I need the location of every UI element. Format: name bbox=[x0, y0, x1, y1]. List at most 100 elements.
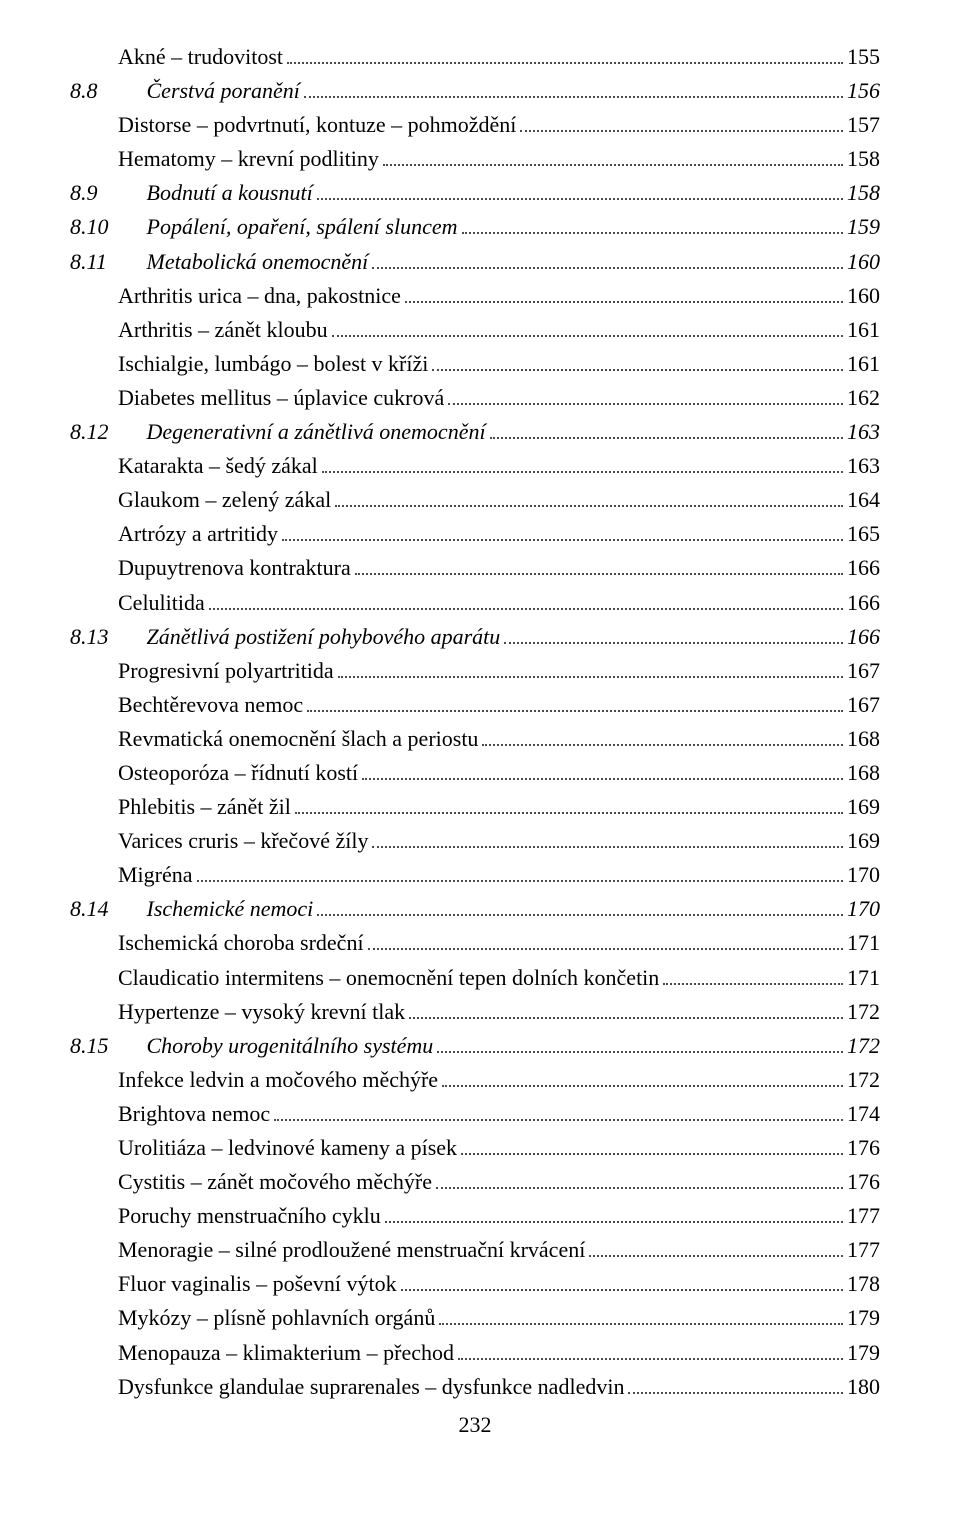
toc-leader-dots bbox=[317, 906, 843, 917]
toc-entry: 8.10 Popálení, opaření, spálení sluncem1… bbox=[70, 210, 880, 244]
toc-entry: 8.14 Ischemické nemoci 170 bbox=[70, 892, 880, 926]
toc-leader-dots bbox=[338, 667, 843, 678]
toc-leader-dots bbox=[436, 1178, 843, 1189]
toc-entry-label: Ischialgie, lumbágo – bolest v kříži bbox=[118, 347, 428, 381]
toc-leader-dots bbox=[628, 1383, 843, 1394]
toc-entry: Arthritis – zánět kloubu 161 bbox=[70, 313, 880, 347]
toc-section-number: 8.9 bbox=[70, 176, 130, 210]
toc-leader-dots bbox=[362, 769, 843, 780]
toc-entry-page: 167 bbox=[847, 688, 880, 722]
toc-entry-label: Menoragie – silné prodloužené menstruačn… bbox=[118, 1233, 585, 1267]
toc-entry: 8.13 Zánětlivá postižení pohybového apar… bbox=[70, 620, 880, 654]
toc-entry: Katarakta – šedý zákal163 bbox=[70, 449, 880, 483]
toc-entry: 8.9 Bodnutí a kousnutí158 bbox=[70, 176, 880, 210]
toc-section-number: 8.15 bbox=[70, 1029, 130, 1063]
toc-entry: Varices cruris – křečové žíly 169 bbox=[70, 824, 880, 858]
toc-entry-page: 167 bbox=[847, 654, 880, 688]
toc-entry: Brightova nemoc174 bbox=[70, 1097, 880, 1131]
toc-entry-label: Arthritis – zánět kloubu bbox=[118, 313, 328, 347]
toc-leader-dots bbox=[520, 121, 843, 132]
toc-entry: Fluor vaginalis – poševní výtok178 bbox=[70, 1267, 880, 1301]
toc-entry-page: 170 bbox=[847, 892, 880, 926]
toc-leader-dots bbox=[462, 224, 843, 235]
toc-section-number: 8.8 bbox=[70, 74, 130, 108]
toc-leader-dots bbox=[439, 1315, 843, 1326]
toc-entry: Migréna 170 bbox=[70, 858, 880, 892]
toc-entry-label: Infekce ledvin a močového měchýře bbox=[118, 1063, 438, 1097]
toc-entry: Celulitida166 bbox=[70, 586, 880, 620]
toc-entry-page: 161 bbox=[847, 313, 880, 347]
toc-entry-page: 179 bbox=[847, 1336, 880, 1370]
toc-entry-page: 172 bbox=[847, 995, 880, 1029]
toc-entry: Dysfunkce glandulae suprarenales – dysfu… bbox=[70, 1370, 880, 1404]
toc-entry-label: 8.15 Choroby urogenitálního systému bbox=[70, 1029, 433, 1063]
toc-entry-label: Menopauza – klimakterium – přechod bbox=[118, 1336, 454, 1370]
toc-entry-page: 180 bbox=[847, 1370, 880, 1404]
toc-entry-label: Migréna bbox=[118, 858, 193, 892]
toc-section-title: Choroby urogenitálního systému bbox=[147, 1033, 434, 1058]
toc-leader-dots bbox=[332, 326, 843, 337]
toc-leader-dots bbox=[482, 735, 843, 746]
toc-entry-label: 8.8 Čerstvá poranění bbox=[70, 74, 300, 108]
toc-entry-page: 163 bbox=[847, 415, 880, 449]
toc-leader-dots bbox=[405, 292, 843, 303]
toc-entry: Claudicatio intermitens – onemocnění tep… bbox=[70, 961, 880, 995]
toc-entry: Artrózy a artritidy165 bbox=[70, 517, 880, 551]
toc-entry-label: 8.11 Metabolická onemocnění bbox=[70, 245, 368, 279]
toc-entry-label: Progresivní polyartritida bbox=[118, 654, 334, 688]
toc-entry-page: 161 bbox=[847, 347, 880, 381]
toc-entry: Menoragie – silné prodloužené menstruačn… bbox=[70, 1233, 880, 1267]
toc-entry-page: 157 bbox=[847, 108, 880, 142]
toc-section-number: 8.11 bbox=[70, 245, 130, 279]
toc-leader-dots bbox=[442, 1076, 843, 1087]
toc-leader-dots bbox=[307, 701, 843, 712]
toc-entry-page: 164 bbox=[847, 483, 880, 517]
toc-entry-page: 178 bbox=[847, 1267, 880, 1301]
toc-leader-dots bbox=[409, 1008, 843, 1019]
toc-entry-page: 162 bbox=[847, 381, 880, 415]
toc-entry-label: Poruchy menstruačního cyklu bbox=[118, 1199, 381, 1233]
toc-entry: Osteoporóza – řídnutí kostí168 bbox=[70, 756, 880, 790]
toc-entry-label: Revmatická onemocnění šlach a periostu bbox=[118, 722, 478, 756]
toc-leader-dots bbox=[209, 599, 843, 610]
toc-entry: 8.11 Metabolická onemocnění160 bbox=[70, 245, 880, 279]
toc-entry-page: 170 bbox=[847, 858, 880, 892]
toc-entry-page: 165 bbox=[847, 517, 880, 551]
toc-entry: Distorse – podvrtnutí, kontuze – pohmožd… bbox=[70, 108, 880, 142]
toc-entry-label: Akné – trudovitost bbox=[118, 40, 283, 74]
toc-entry-page: 163 bbox=[847, 449, 880, 483]
toc-entry-label: Brightova nemoc bbox=[118, 1097, 270, 1131]
toc-leader-dots bbox=[197, 871, 843, 882]
toc-section-title: Ischemické nemoci bbox=[147, 896, 314, 921]
toc-entry-page: 177 bbox=[847, 1233, 880, 1267]
toc-leader-dots bbox=[317, 190, 843, 201]
toc-entry-page: 169 bbox=[847, 824, 880, 858]
toc-entry-label: Dysfunkce glandulae suprarenales – dysfu… bbox=[118, 1370, 624, 1404]
toc-leader-dots bbox=[372, 837, 843, 848]
toc-entry: Mykózy – plísně pohlavních orgánů179 bbox=[70, 1301, 880, 1335]
toc-leader-dots bbox=[282, 531, 843, 542]
toc-section-title: Bodnutí a kousnutí bbox=[147, 180, 313, 205]
toc-entry-label: Urolitiáza – ledvinové kameny a písek bbox=[118, 1131, 457, 1165]
toc-leader-dots bbox=[663, 974, 843, 985]
toc-section-title: Metabolická onemocnění bbox=[147, 249, 369, 274]
toc-section-number: 8.14 bbox=[70, 892, 130, 926]
toc-entry-label: 8.13 Zánětlivá postižení pohybového apar… bbox=[70, 620, 500, 654]
toc-entry-label: Celulitida bbox=[118, 586, 205, 620]
toc-entry: Arthritis urica – dna, pakostnice160 bbox=[70, 279, 880, 313]
toc-entry-page: 158 bbox=[847, 142, 880, 176]
toc-entry-label: Hematomy – krevní podlitiny bbox=[118, 142, 379, 176]
toc-entry: 8.15 Choroby urogenitálního systému172 bbox=[70, 1029, 880, 1063]
toc-entry: Akné – trudovitost155 bbox=[70, 40, 880, 74]
toc-entry: Menopauza – klimakterium – přechod 179 bbox=[70, 1336, 880, 1370]
toc-entry: Bechtěrevova nemoc167 bbox=[70, 688, 880, 722]
toc-entry: 8.8 Čerstvá poranění156 bbox=[70, 74, 880, 108]
toc-leader-dots bbox=[304, 87, 843, 98]
toc-entry: Urolitiáza – ledvinové kameny a písek176 bbox=[70, 1131, 880, 1165]
toc-leader-dots bbox=[401, 1281, 843, 1292]
toc-entry-page: 176 bbox=[847, 1165, 880, 1199]
toc-entry-label: Dupuytrenova kontraktura bbox=[118, 551, 351, 585]
toc-entry-label: Varices cruris – křečové žíly bbox=[118, 824, 368, 858]
toc-entry-label: Claudicatio intermitens – onemocnění tep… bbox=[118, 961, 659, 995]
toc-entry: 8.12 Degenerativní a zánětlivá onemocněn… bbox=[70, 415, 880, 449]
